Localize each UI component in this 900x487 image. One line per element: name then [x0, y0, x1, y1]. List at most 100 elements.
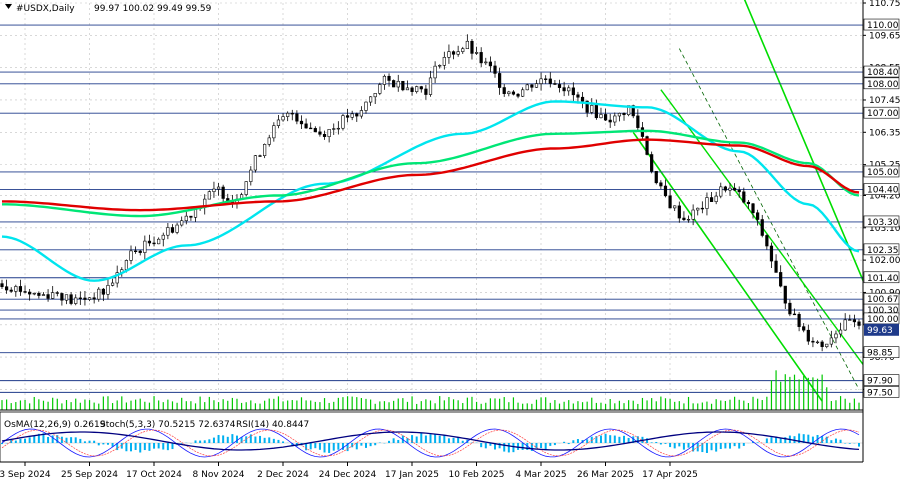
y-tick-label: 107.45: [869, 96, 900, 106]
candle-body: [682, 217, 686, 221]
osma-bar: [498, 443, 501, 449]
candle-body: [378, 84, 382, 94]
volume-bar: [752, 396, 754, 410]
osma-bar: [217, 434, 220, 443]
candle-body: [364, 101, 368, 111]
osma-bar: [14, 440, 17, 443]
osma-bar: [429, 434, 432, 443]
candle-body: [304, 123, 308, 129]
osma-bar: [770, 437, 773, 443]
candle-body: [115, 272, 119, 284]
x-tick-label: 4 Mar 2025: [515, 470, 566, 480]
candle-body: [802, 326, 806, 331]
osma-bar: [775, 436, 778, 443]
volume-bar: [6, 399, 8, 410]
x-tick-label: 26 Mar 2025: [577, 470, 634, 480]
volume-bar: [641, 397, 644, 410]
volume-bar: [61, 403, 63, 410]
candle-body: [433, 65, 437, 79]
osma-bar: [756, 442, 759, 443]
volume-bar: [107, 396, 109, 410]
osma-bar: [682, 443, 685, 450]
candle-body: [134, 250, 138, 252]
volume-bar: [70, 402, 72, 410]
osma-bar: [19, 438, 22, 443]
candle-body: [521, 89, 525, 97]
volume-bar: [720, 400, 722, 410]
osma-bar: [139, 443, 142, 453]
volume-bar: [646, 400, 648, 410]
dropdown-arrow-icon[interactable]: [5, 4, 12, 9]
candle-body: [309, 127, 313, 130]
x-tick-label: 10 Feb 2025: [448, 470, 504, 480]
osma-bar: [314, 443, 317, 449]
volume-bar: [816, 378, 819, 410]
volume-bar: [416, 403, 418, 410]
candle-body: [576, 94, 580, 98]
osma-bar: [56, 435, 59, 443]
volume-bar: [452, 399, 455, 410]
volume-bar: [213, 400, 215, 410]
candle-body: [276, 119, 281, 126]
osma-bar: [272, 438, 275, 443]
osma-bar: [10, 439, 13, 443]
osma-bar: [507, 443, 510, 453]
level-label: 108.40: [867, 68, 899, 78]
volume-bar: [356, 397, 358, 410]
osma-bar: [420, 433, 423, 443]
level-label: 98.85: [867, 349, 893, 359]
volume-bar: [319, 402, 321, 410]
volume-bar: [379, 401, 381, 410]
osma-bar: [332, 443, 335, 451]
candle-body: [272, 125, 276, 139]
candle-body: [180, 220, 184, 226]
osma-bar: [70, 437, 73, 443]
volume-bar: [609, 399, 611, 410]
candle-body: [567, 87, 571, 92]
candle-body: [673, 205, 677, 209]
volume-bar: [171, 401, 174, 410]
candle-body: [396, 80, 400, 88]
volume-bar: [139, 398, 141, 410]
osma-bar: [374, 443, 377, 446]
candle-body: [267, 137, 271, 145]
candle-body: [765, 235, 769, 247]
osma-bar: [434, 433, 437, 443]
candle-body: [345, 115, 350, 118]
osma-bar: [669, 443, 672, 448]
volume-bar: [236, 398, 238, 410]
candle-body: [37, 292, 41, 296]
volume-bar: [531, 403, 533, 410]
volume-bar: [448, 397, 450, 410]
candle-body: [175, 224, 179, 233]
candle-body: [350, 113, 354, 118]
level-label: 105.00: [867, 168, 899, 178]
osma-bar: [438, 435, 441, 443]
volume-bar: [715, 399, 717, 410]
osma-bar: [834, 438, 837, 443]
candle-body: [732, 187, 737, 191]
candle-body: [428, 77, 433, 95]
osma-bar: [604, 433, 607, 443]
osma-bar: [590, 436, 593, 443]
candle-body: [341, 115, 345, 129]
volume-bar: [15, 402, 17, 410]
volume-bar: [29, 403, 31, 410]
volume-bar: [125, 402, 128, 410]
level-label: 100.00: [867, 315, 899, 325]
candle-body: [415, 86, 419, 92]
osma-bar: [97, 443, 100, 446]
volume-bar: [314, 401, 316, 410]
level-label-box: [863, 374, 900, 386]
volume-bar: [429, 400, 432, 410]
osma-bar: [503, 443, 506, 452]
osma-bar: [549, 443, 552, 446]
volume-bar: [835, 400, 837, 410]
osma-bar: [738, 443, 741, 449]
volume-bar: [402, 398, 404, 410]
volume-bar: [494, 398, 496, 410]
osma-bar: [337, 443, 340, 450]
candle-body: [166, 227, 170, 236]
volume-bar: [185, 401, 187, 410]
